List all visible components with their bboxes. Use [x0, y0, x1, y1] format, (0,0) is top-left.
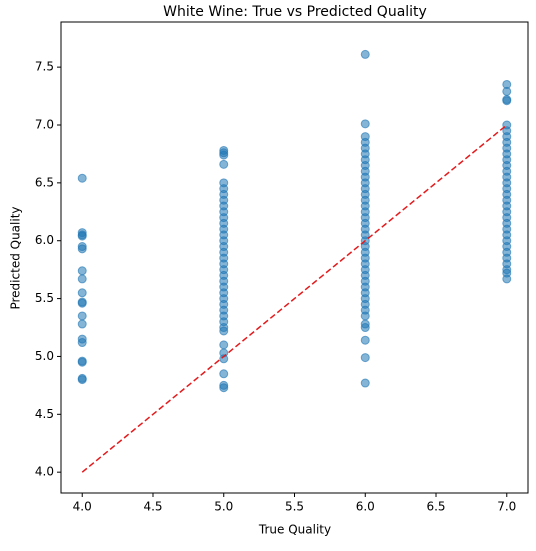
point [219, 369, 229, 379]
point [360, 353, 370, 363]
point [77, 266, 87, 276]
y-tick-label: 6.5 [35, 175, 54, 189]
point [360, 311, 370, 321]
point [360, 378, 370, 388]
point [219, 150, 229, 160]
y-tick-label: 7.0 [35, 117, 54, 131]
point [502, 86, 512, 96]
x-tick-label: 5.0 [214, 500, 233, 514]
reference-line [81, 124, 508, 473]
point [360, 49, 370, 59]
point [77, 375, 87, 385]
x-tick-label: 7.0 [497, 500, 516, 514]
point [77, 319, 87, 329]
y-tick-label: 4.0 [35, 465, 54, 479]
x-axis-label: True Quality [258, 523, 331, 537]
point [360, 335, 370, 345]
point [77, 338, 87, 348]
point [77, 274, 87, 284]
point [360, 119, 370, 129]
point [77, 311, 87, 321]
point [77, 357, 87, 367]
x-tick-label: 5.5 [285, 500, 304, 514]
point [360, 323, 370, 333]
point [77, 173, 87, 183]
x-tick-label: 4.0 [73, 500, 92, 514]
point [77, 288, 87, 298]
x-tick-label: 6.5 [426, 500, 445, 514]
point [77, 298, 87, 308]
plot-frame [60, 21, 529, 494]
point [219, 340, 229, 350]
point [219, 383, 229, 393]
point [502, 274, 512, 284]
point [502, 96, 512, 106]
chart-title: White Wine: True vs Predicted Quality [163, 4, 427, 20]
y-axis-label: Predicted Quality [9, 206, 23, 309]
point [219, 354, 229, 364]
y-tick-label: 5.0 [35, 349, 54, 363]
point [219, 326, 229, 336]
point [77, 244, 87, 254]
y-tick-label: 6.0 [35, 233, 54, 247]
x-tick-label: 4.5 [143, 500, 162, 514]
y-tick-label: 4.5 [35, 407, 54, 421]
x-tick-label: 6.0 [356, 500, 375, 514]
point [77, 231, 87, 241]
y-tick-label: 5.5 [35, 291, 54, 305]
point [219, 159, 229, 169]
y-tick-label: 7.5 [35, 60, 54, 74]
